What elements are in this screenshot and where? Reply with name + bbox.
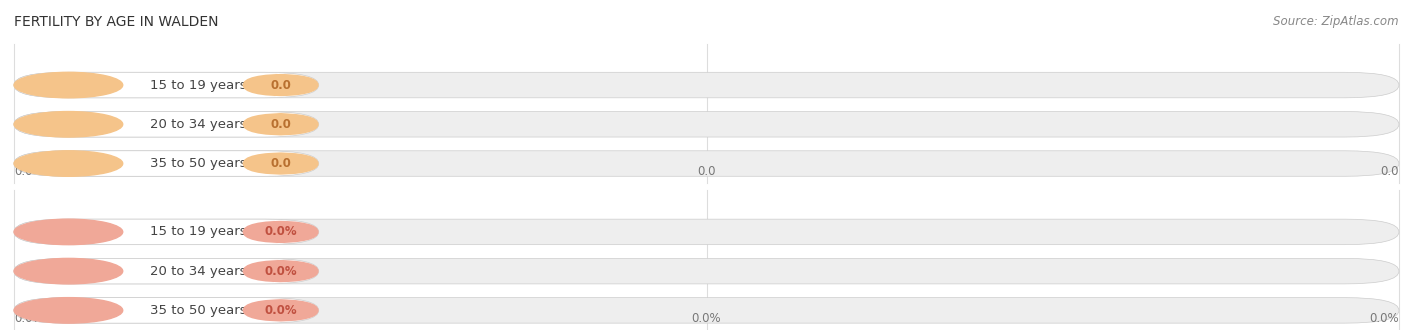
Circle shape [14, 151, 122, 176]
FancyBboxPatch shape [243, 152, 319, 175]
FancyBboxPatch shape [243, 113, 319, 136]
FancyBboxPatch shape [14, 112, 319, 137]
Text: 0.0%: 0.0% [264, 225, 297, 238]
FancyBboxPatch shape [14, 258, 1399, 284]
Text: 0.0%: 0.0% [264, 265, 297, 278]
FancyBboxPatch shape [243, 260, 319, 282]
FancyBboxPatch shape [14, 298, 1399, 323]
FancyBboxPatch shape [14, 151, 319, 176]
Text: 0.0%: 0.0% [264, 304, 297, 317]
Text: 15 to 19 years: 15 to 19 years [150, 79, 246, 91]
Text: 0.0%: 0.0% [14, 312, 44, 325]
Text: 35 to 50 years: 35 to 50 years [150, 304, 246, 317]
Text: 0.0%: 0.0% [692, 312, 721, 325]
Text: 0.0: 0.0 [14, 165, 32, 178]
Circle shape [14, 258, 122, 284]
FancyBboxPatch shape [243, 220, 319, 244]
Text: 20 to 34 years: 20 to 34 years [150, 118, 246, 131]
Text: 0.0: 0.0 [270, 79, 291, 91]
Circle shape [14, 219, 122, 245]
FancyBboxPatch shape [14, 72, 319, 98]
FancyBboxPatch shape [14, 258, 319, 284]
Text: 0.0: 0.0 [1381, 165, 1399, 178]
FancyBboxPatch shape [243, 74, 319, 97]
Text: 15 to 19 years: 15 to 19 years [150, 225, 246, 238]
Text: 0.0%: 0.0% [1369, 312, 1399, 325]
FancyBboxPatch shape [14, 298, 319, 323]
Circle shape [14, 298, 122, 323]
Text: 0.0: 0.0 [270, 118, 291, 131]
FancyBboxPatch shape [14, 112, 1399, 137]
FancyBboxPatch shape [14, 219, 1399, 245]
Text: 0.0: 0.0 [270, 157, 291, 170]
Text: 0.0: 0.0 [697, 165, 716, 178]
FancyBboxPatch shape [243, 299, 319, 322]
FancyBboxPatch shape [14, 151, 1399, 176]
Text: Source: ZipAtlas.com: Source: ZipAtlas.com [1274, 15, 1399, 28]
FancyBboxPatch shape [14, 219, 319, 245]
Circle shape [14, 72, 122, 98]
Text: 35 to 50 years: 35 to 50 years [150, 157, 246, 170]
Circle shape [14, 112, 122, 137]
Text: 20 to 34 years: 20 to 34 years [150, 265, 246, 278]
FancyBboxPatch shape [14, 72, 1399, 98]
Text: FERTILITY BY AGE IN WALDEN: FERTILITY BY AGE IN WALDEN [14, 15, 218, 29]
